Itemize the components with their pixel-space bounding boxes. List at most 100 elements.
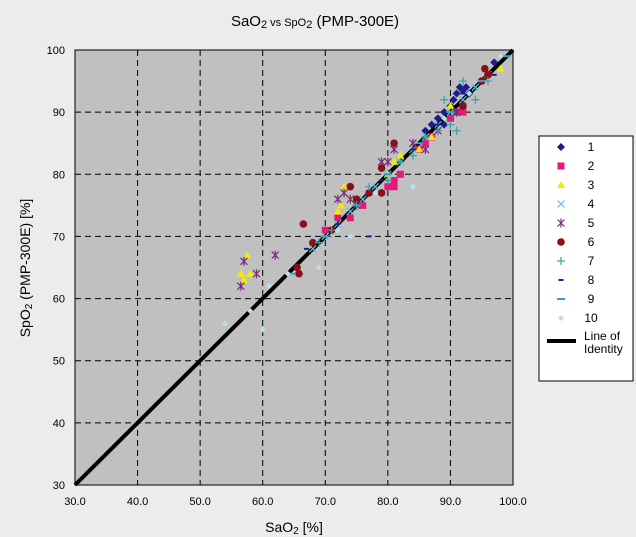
y-tick-label: 60 bbox=[53, 294, 65, 306]
data-point bbox=[396, 157, 405, 166]
data-point bbox=[396, 170, 404, 178]
y-tick-labels: 30 40 50 60 70 80 90 100 bbox=[47, 45, 65, 492]
data-point bbox=[421, 133, 430, 141]
legend-item-2: 2 bbox=[557, 159, 595, 173]
x-tick-label: 80.0 bbox=[377, 496, 398, 508]
legend-item-10: 10 bbox=[558, 311, 598, 325]
data-point bbox=[236, 269, 245, 277]
data-point bbox=[372, 189, 379, 196]
legend-item-5: 5 bbox=[557, 216, 595, 230]
data-point bbox=[246, 269, 255, 277]
legend-marker bbox=[558, 315, 564, 321]
data-point bbox=[459, 95, 467, 104]
series-8 bbox=[304, 73, 497, 250]
data-point bbox=[441, 115, 448, 122]
data-point bbox=[481, 64, 489, 73]
series-10 bbox=[222, 53, 504, 333]
y-axis-label: SpO2 (PMP-300E) [%] bbox=[17, 199, 35, 338]
data-point bbox=[390, 157, 399, 165]
legend-marker bbox=[557, 257, 565, 265]
series-6 bbox=[293, 64, 492, 278]
data-point bbox=[321, 235, 330, 238]
data-point bbox=[333, 207, 342, 215]
data-point bbox=[462, 83, 471, 92]
data-point bbox=[433, 126, 442, 135]
data-point bbox=[449, 95, 458, 104]
data-point bbox=[333, 194, 342, 204]
legend-marker bbox=[557, 298, 565, 300]
legend-marker bbox=[557, 200, 565, 208]
data-point bbox=[327, 226, 336, 235]
data-point bbox=[346, 207, 355, 216]
x-tick-label: 40.0 bbox=[127, 496, 148, 508]
chart-title: SaO2 vs SpO2 (PMP-300E) bbox=[231, 13, 399, 31]
data-point bbox=[421, 139, 429, 147]
data-point bbox=[346, 182, 355, 191]
legend-marker bbox=[557, 143, 565, 151]
data-point bbox=[408, 151, 417, 160]
data-point bbox=[452, 126, 461, 135]
legend-item-6: 6 bbox=[557, 235, 595, 249]
data-point bbox=[352, 204, 361, 207]
data-point bbox=[452, 107, 461, 117]
legend-label: 10 bbox=[584, 311, 598, 325]
data-point bbox=[383, 176, 392, 185]
data-point bbox=[352, 195, 361, 203]
y-tick-label: 70 bbox=[53, 231, 65, 243]
data-point bbox=[321, 226, 329, 234]
x-axis-label: SaO2 [%] bbox=[265, 519, 323, 537]
data-point bbox=[359, 201, 367, 209]
legend-label: Identity bbox=[584, 342, 623, 356]
title-mid: vs SpO bbox=[267, 17, 307, 29]
title-sub-2: 2 bbox=[306, 19, 312, 31]
legend-label: Line of bbox=[584, 329, 621, 343]
data-point bbox=[239, 275, 248, 283]
legend-label: 9 bbox=[588, 292, 595, 306]
data-point bbox=[316, 264, 323, 271]
data-point bbox=[433, 114, 442, 123]
data-point bbox=[295, 269, 303, 278]
data-point bbox=[384, 183, 392, 191]
data-point bbox=[347, 233, 354, 240]
data-point bbox=[410, 148, 416, 151]
data-point bbox=[284, 270, 291, 277]
legend-label: 5 bbox=[588, 216, 595, 230]
data-point bbox=[308, 244, 317, 253]
legend-item-1: 1 bbox=[557, 140, 595, 154]
data-point bbox=[415, 142, 424, 145]
data-point bbox=[421, 144, 430, 154]
data-point bbox=[252, 269, 261, 279]
title-main-1: SaO bbox=[231, 13, 261, 30]
data-point bbox=[427, 133, 436, 140]
data-point bbox=[477, 80, 486, 83]
data-point bbox=[408, 138, 417, 148]
legend-label: 2 bbox=[588, 159, 595, 173]
x-tick-label: 100.0 bbox=[499, 496, 527, 508]
data-point bbox=[466, 90, 473, 97]
data-point bbox=[502, 55, 511, 58]
legend-label: 6 bbox=[588, 235, 595, 249]
data-point bbox=[440, 120, 449, 129]
data-point bbox=[286, 272, 295, 275]
data-point bbox=[340, 188, 348, 198]
data-point bbox=[271, 250, 280, 260]
data-point bbox=[496, 64, 505, 72]
data-point bbox=[293, 263, 301, 272]
y-tick-label: 50 bbox=[53, 356, 65, 368]
legend-item-8: 8 bbox=[558, 273, 595, 287]
data-point bbox=[335, 223, 341, 225]
data-point bbox=[435, 123, 441, 126]
legend-label: 7 bbox=[588, 254, 595, 268]
data-point bbox=[415, 145, 424, 153]
legend-label: 4 bbox=[588, 197, 595, 211]
data-point bbox=[308, 238, 317, 247]
legend-item-4: 4 bbox=[557, 197, 595, 211]
data-point bbox=[396, 151, 405, 159]
data-point bbox=[460, 92, 466, 95]
data-point bbox=[365, 182, 374, 191]
data-point bbox=[458, 77, 467, 86]
data-point bbox=[446, 111, 455, 114]
data-point bbox=[421, 126, 430, 135]
